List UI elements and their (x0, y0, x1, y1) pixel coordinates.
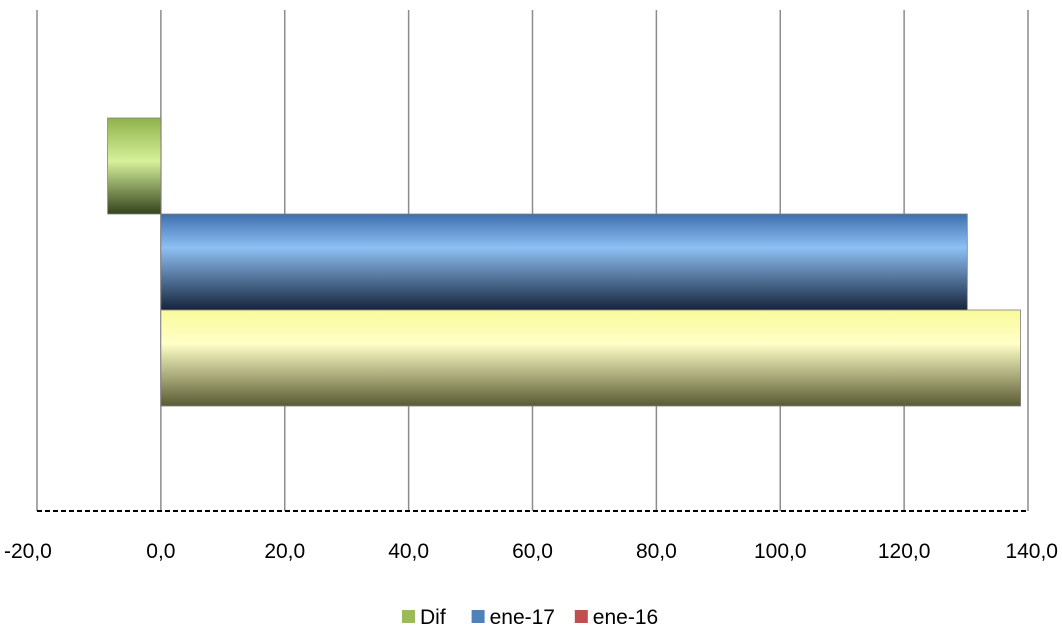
x-tick-label: 20,0 (264, 540, 305, 563)
legend-label-Dif: Dif (420, 606, 446, 629)
x-tick-label: -20,0 (4, 540, 52, 563)
bar-Dif (107, 117, 162, 215)
x-tick-label: 80,0 (636, 540, 677, 563)
x-tick-label: 60,0 (512, 540, 553, 563)
legend: Dif ene-17 ene-16 (402, 606, 658, 629)
x-tick-labels: -20,0 0,0 20,0 40,0 60,0 80,0 100,0 120,0 140,0 (4, 540, 1058, 563)
x-tick-label: 120,0 (878, 540, 931, 563)
legend-label-ene-17: ene-17 (490, 606, 555, 629)
x-tick-label: 0,0 (146, 540, 175, 563)
legend-swatch-ene-17 (471, 610, 485, 623)
x-tick-label: 140,0 (1005, 540, 1058, 563)
x-tick-label: 100,0 (754, 540, 807, 563)
legend-label-ene-16: ene-16 (593, 606, 658, 629)
bars (107, 117, 1021, 407)
x-tick-label: 40,0 (388, 540, 429, 563)
bar-ene-17 (160, 213, 968, 311)
bar-ene-16 (160, 309, 1021, 407)
legend-swatch-Dif (402, 610, 415, 623)
legend-swatch-ene-16 (574, 610, 588, 623)
